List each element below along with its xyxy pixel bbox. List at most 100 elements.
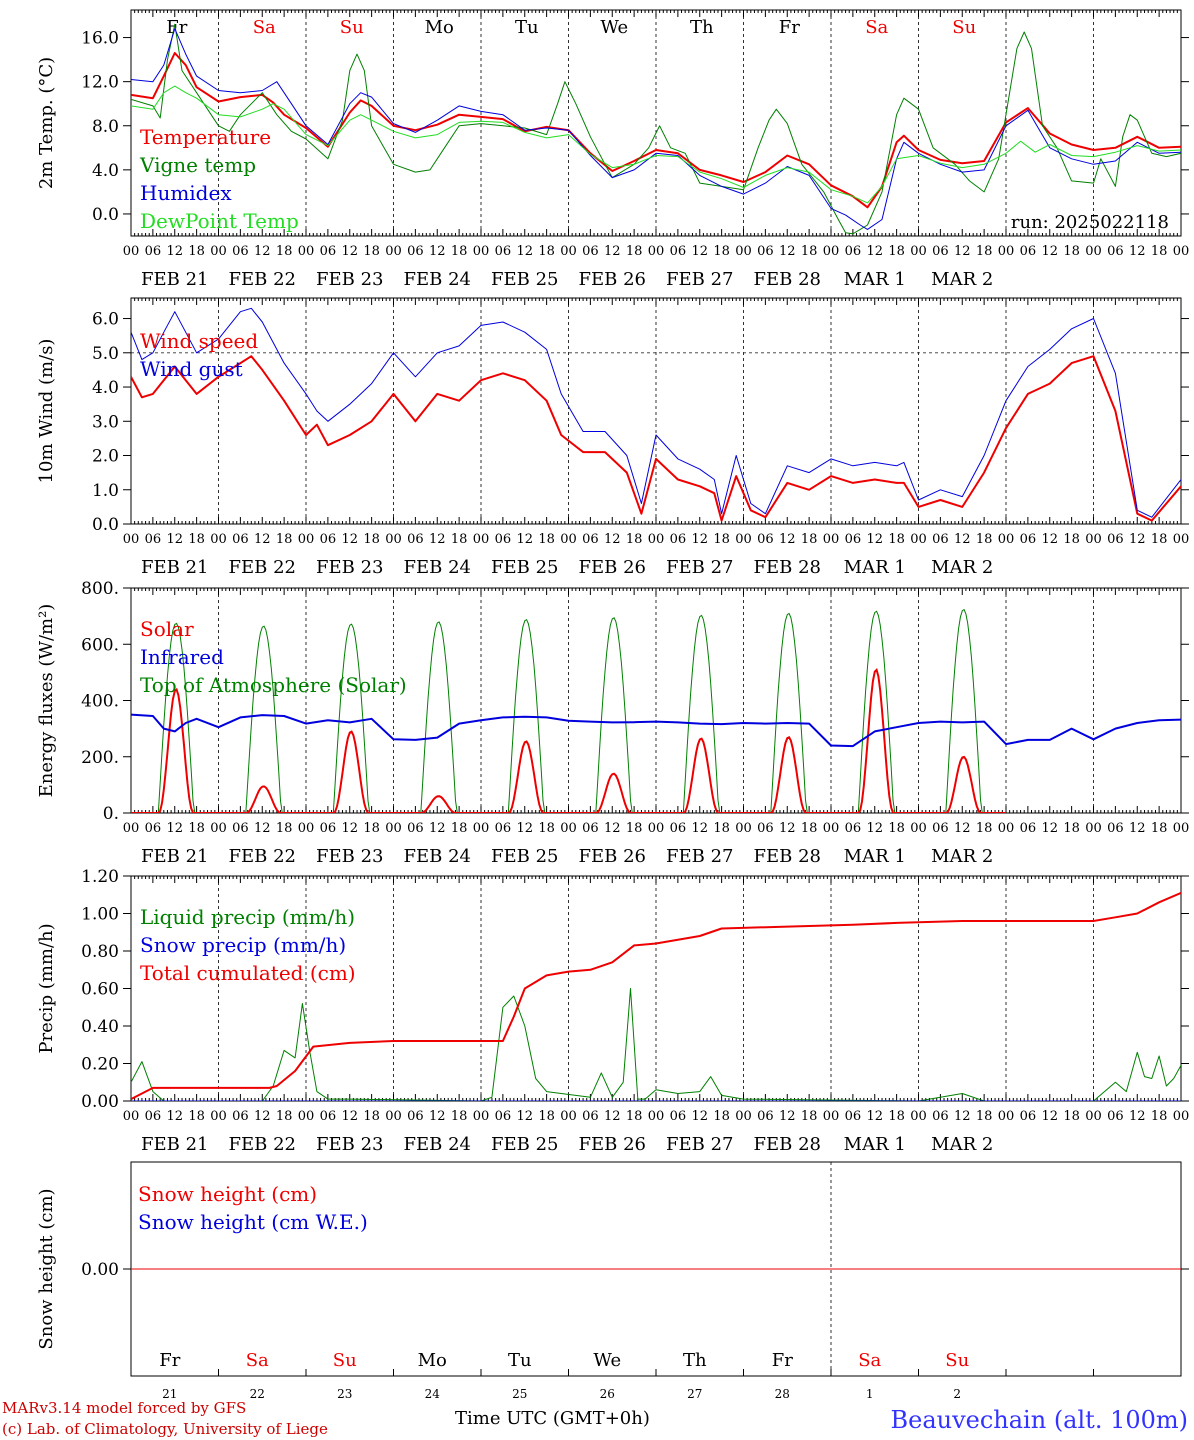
x-hour-label: 00 [560,821,577,836]
y-tick-label: 1.00 [81,905,119,925]
date-label: MAR 2 [931,1134,993,1155]
date-label: FEB 28 [754,1134,821,1155]
y-tick-label: 0.60 [81,980,119,1000]
legend-entry: Liquid precip (mm/h) [140,905,355,929]
x-hour-label: 12 [779,821,796,836]
x-hour-label: 06 [232,244,249,259]
x-hour-label: 00 [385,821,402,836]
day-of-week-label: Mo [418,1350,447,1371]
x-hour-label: 00 [1085,532,1102,547]
x-hour-label: 00 [998,532,1015,547]
x-hour-label: 00 [910,1109,927,1124]
credit-model: MARv3.14 model forced by GFS [2,1399,246,1417]
date-label: FEB 23 [316,269,383,290]
plot-frame [130,587,1182,814]
station-name: Beauvechain (alt. 100m) [890,1406,1188,1434]
x-hour-label: 12 [516,532,533,547]
day-number-label: 24 [425,1387,441,1401]
series-group [131,608,1181,813]
x-hour-label: 18 [451,532,468,547]
x-hour-label: 12 [341,1109,358,1124]
series-group [131,23,1181,235]
series-group [131,891,1181,1101]
x-hour-label: 06 [845,532,862,547]
y-tick-label: 6.0 [92,310,119,330]
series-line-wind-gust [131,307,1181,518]
x-hour-label: 06 [1107,821,1124,836]
x-hour-label: 00 [123,244,140,259]
series-group [131,307,1181,522]
x-hour-label: 18 [626,821,643,836]
x-hour-label: 18 [713,1109,730,1124]
legend-entry: Solar [140,617,194,641]
x-hour-label: 06 [320,532,337,547]
x-hour-label: 00 [910,244,927,259]
date-label: MAR 1 [844,846,906,867]
x-hour-label: 00 [210,1109,227,1124]
x-hour-label: 06 [932,1109,949,1124]
y-tick-label: 5.0 [92,344,119,364]
x-hour-label: 00 [1173,821,1190,836]
x-hour-label: 18 [976,821,993,836]
y-axis-label: Energy fluxes (W/m²) [36,604,57,798]
x-hour-label: 06 [495,244,512,259]
x-hour-label: 00 [473,532,490,547]
x-hour-label: 00 [1173,1109,1190,1124]
x-hour-label: 00 [648,1109,665,1124]
x-hour-label: 12 [254,532,271,547]
y-tick-label: 1.20 [81,867,119,887]
x-hour-label: 12 [691,532,708,547]
day-number-label: 25 [512,1387,527,1401]
chart-panels: 0.04.08.012.016.02m Temp. (°C)00 06 12 18 00… [36,9,1190,1401]
x-hour-label: 06 [320,1109,337,1124]
day-number-label: 27 [687,1387,702,1401]
y-tick-label: 800. [81,579,119,599]
day-of-week-label: Sa [253,17,276,38]
x-hour-label: 18 [1063,532,1080,547]
x-hour-label: 00 [123,1109,140,1124]
x-hour-label: 18 [188,532,205,547]
day-number-label: 22 [250,1387,265,1401]
x-hour-label: 06 [232,1109,249,1124]
x-hour-label: 06 [757,821,774,836]
x-hour-label: 12 [1041,1109,1058,1124]
x-hour-label: 18 [451,1109,468,1124]
date-label: FEB 23 [316,1134,383,1155]
date-label: FEB 22 [229,1134,296,1155]
x-hour-label: 06 [670,532,687,547]
x-hour-label: 18 [363,244,380,259]
day-of-week-label: We [600,17,628,38]
x-hour-label: 06 [845,244,862,259]
x-hour-label: 12 [516,244,533,259]
day-of-week-label: Tu [508,1350,532,1371]
x-hour-label: 00 [385,532,402,547]
day-of-week-label: Mo [425,17,454,38]
date-label: FEB 22 [229,557,296,578]
series-line-total-cumulated-cm [131,891,1181,1100]
x-hour-label: 12 [1041,821,1058,836]
x-hour-label: 00 [123,821,140,836]
x-hour-label: 12 [954,1109,971,1124]
y-axis-label: 10m Wind (m/s) [36,339,57,484]
x-hour-label: 18 [363,532,380,547]
x-hour-label: 06 [232,532,249,547]
y-axis-label: Snow height (cm) [36,1188,57,1349]
legend-entry: Vigne temp [139,153,256,177]
legend-entry: Snow height (cm) [138,1182,317,1206]
series-line-wind-speed [131,355,1181,522]
legend-entry: Top of Atmosphere (Solar) [140,673,407,697]
date-label: FEB 24 [404,557,471,578]
legend-entry: DewPoint Temp [140,209,299,233]
x-hour-label: 06 [757,532,774,547]
run-label: run: 2025022118 [1011,212,1169,233]
x-hour-label: 00 [1173,532,1190,547]
x-hour-label: 12 [604,1109,621,1124]
x-hour-label: 18 [276,532,293,547]
y-tick-label: 400. [81,692,119,712]
x-hour-label: 18 [1063,821,1080,836]
date-label: FEB 25 [491,846,558,867]
x-hour-label: 12 [1129,532,1146,547]
footer: MARv3.14 model forced by GFS (c) Lab. of… [2,1399,1188,1438]
day-number-label: 26 [600,1387,615,1401]
day-of-week-label: Su [333,1350,357,1371]
